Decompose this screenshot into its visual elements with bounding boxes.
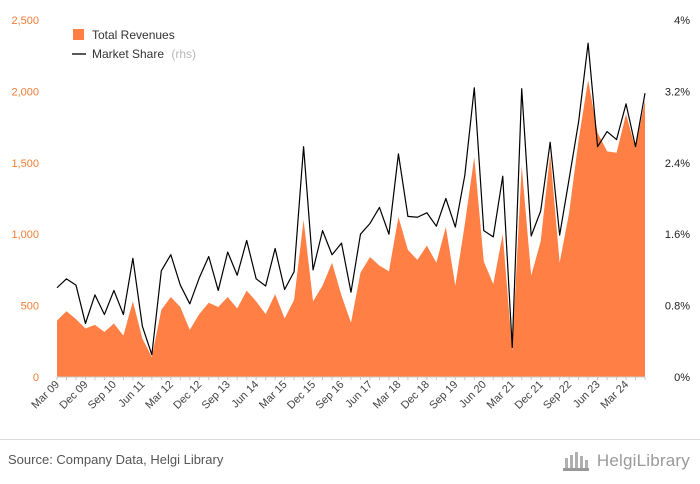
y-left-tick-label: 2,500	[11, 15, 39, 27]
y-left-tick-label: 2,000	[11, 86, 39, 98]
source-note: Source: Company Data, Helgi Library	[8, 452, 224, 467]
y-left-tick-label: 1,500	[11, 158, 39, 170]
x-tick-label: Mar 21	[485, 379, 518, 412]
x-tick-label: Sep 10	[86, 379, 119, 412]
x-tick-label: Mar 24	[598, 379, 631, 412]
legend-label-total-revenues: Total Revenues	[92, 28, 175, 42]
legend: Total Revenues Market Share (rhs)	[72, 28, 196, 61]
plot-area	[56, 42, 646, 377]
x-tick-label: Jun 23	[571, 379, 603, 411]
x-tick-label: Sep 16	[313, 379, 346, 412]
y-right-tick-label: 0.8%	[665, 301, 690, 313]
x-tick-label: Dec 21	[513, 379, 546, 412]
helgi-library-logo: HelgiLibrary	[561, 450, 690, 472]
x-tick-label: Mar 18	[371, 379, 404, 412]
series-market-share-line	[56, 42, 646, 356]
x-tick-label: Jun 17	[343, 379, 375, 411]
legend-market-share-rhs: (rhs)	[171, 47, 196, 61]
y-left-tick-label: 500	[21, 301, 39, 313]
y-axis-right: 0% 0.8% 1.6% 2.4% 3.2% 4%	[665, 15, 690, 384]
y-right-tick-label: 2.4%	[665, 158, 690, 170]
x-tick-label: Sep 19	[427, 379, 460, 412]
y-right-tick-label: 4%	[674, 15, 690, 27]
legend-label-market-share: Market Share (rhs)	[92, 47, 196, 61]
x-tick-label: Jun 11	[116, 379, 147, 410]
y-right-tick-label: 1.6%	[665, 229, 690, 241]
y-left-tick-label: 1,000	[11, 229, 39, 241]
chart: 0 500 1,000 1,500 2,000 2,500 0% 0.8% 1.6% 2.4% 3…	[11, 15, 690, 412]
y-right-tick-label: 0%	[674, 372, 690, 384]
x-tick-label: Mar 12	[143, 379, 176, 412]
series-total-revenues-area	[57, 79, 645, 377]
x-tick-label: Mar 15	[257, 379, 290, 412]
x-tick-label: Sep 22	[541, 379, 574, 412]
x-tick-label: Sep 13	[200, 379, 233, 412]
x-tick-label: Dec 18	[399, 379, 432, 412]
legend-swatch-total-revenues	[73, 29, 84, 40]
x-tick-label: Jun 20	[457, 379, 489, 411]
x-tick-label: Dec 12	[171, 379, 204, 412]
x-tick-label: Jun 14	[229, 379, 261, 411]
logo-text: HelgiLibrary	[596, 451, 690, 470]
library-building-icon	[562, 452, 589, 471]
legend-market-share-name: Market Share	[92, 47, 164, 61]
y-left-tick-label: 0	[33, 372, 39, 384]
y-axis-left: 0 500 1,000 1,500 2,000 2,500	[11, 15, 39, 384]
footer: Source: Company Data, Helgi Library Helg…	[0, 439, 700, 484]
x-tick-label: Dec 15	[285, 379, 318, 412]
x-tick-label: Dec 09	[57, 379, 90, 412]
y-right-tick-label: 3.2%	[665, 86, 690, 98]
